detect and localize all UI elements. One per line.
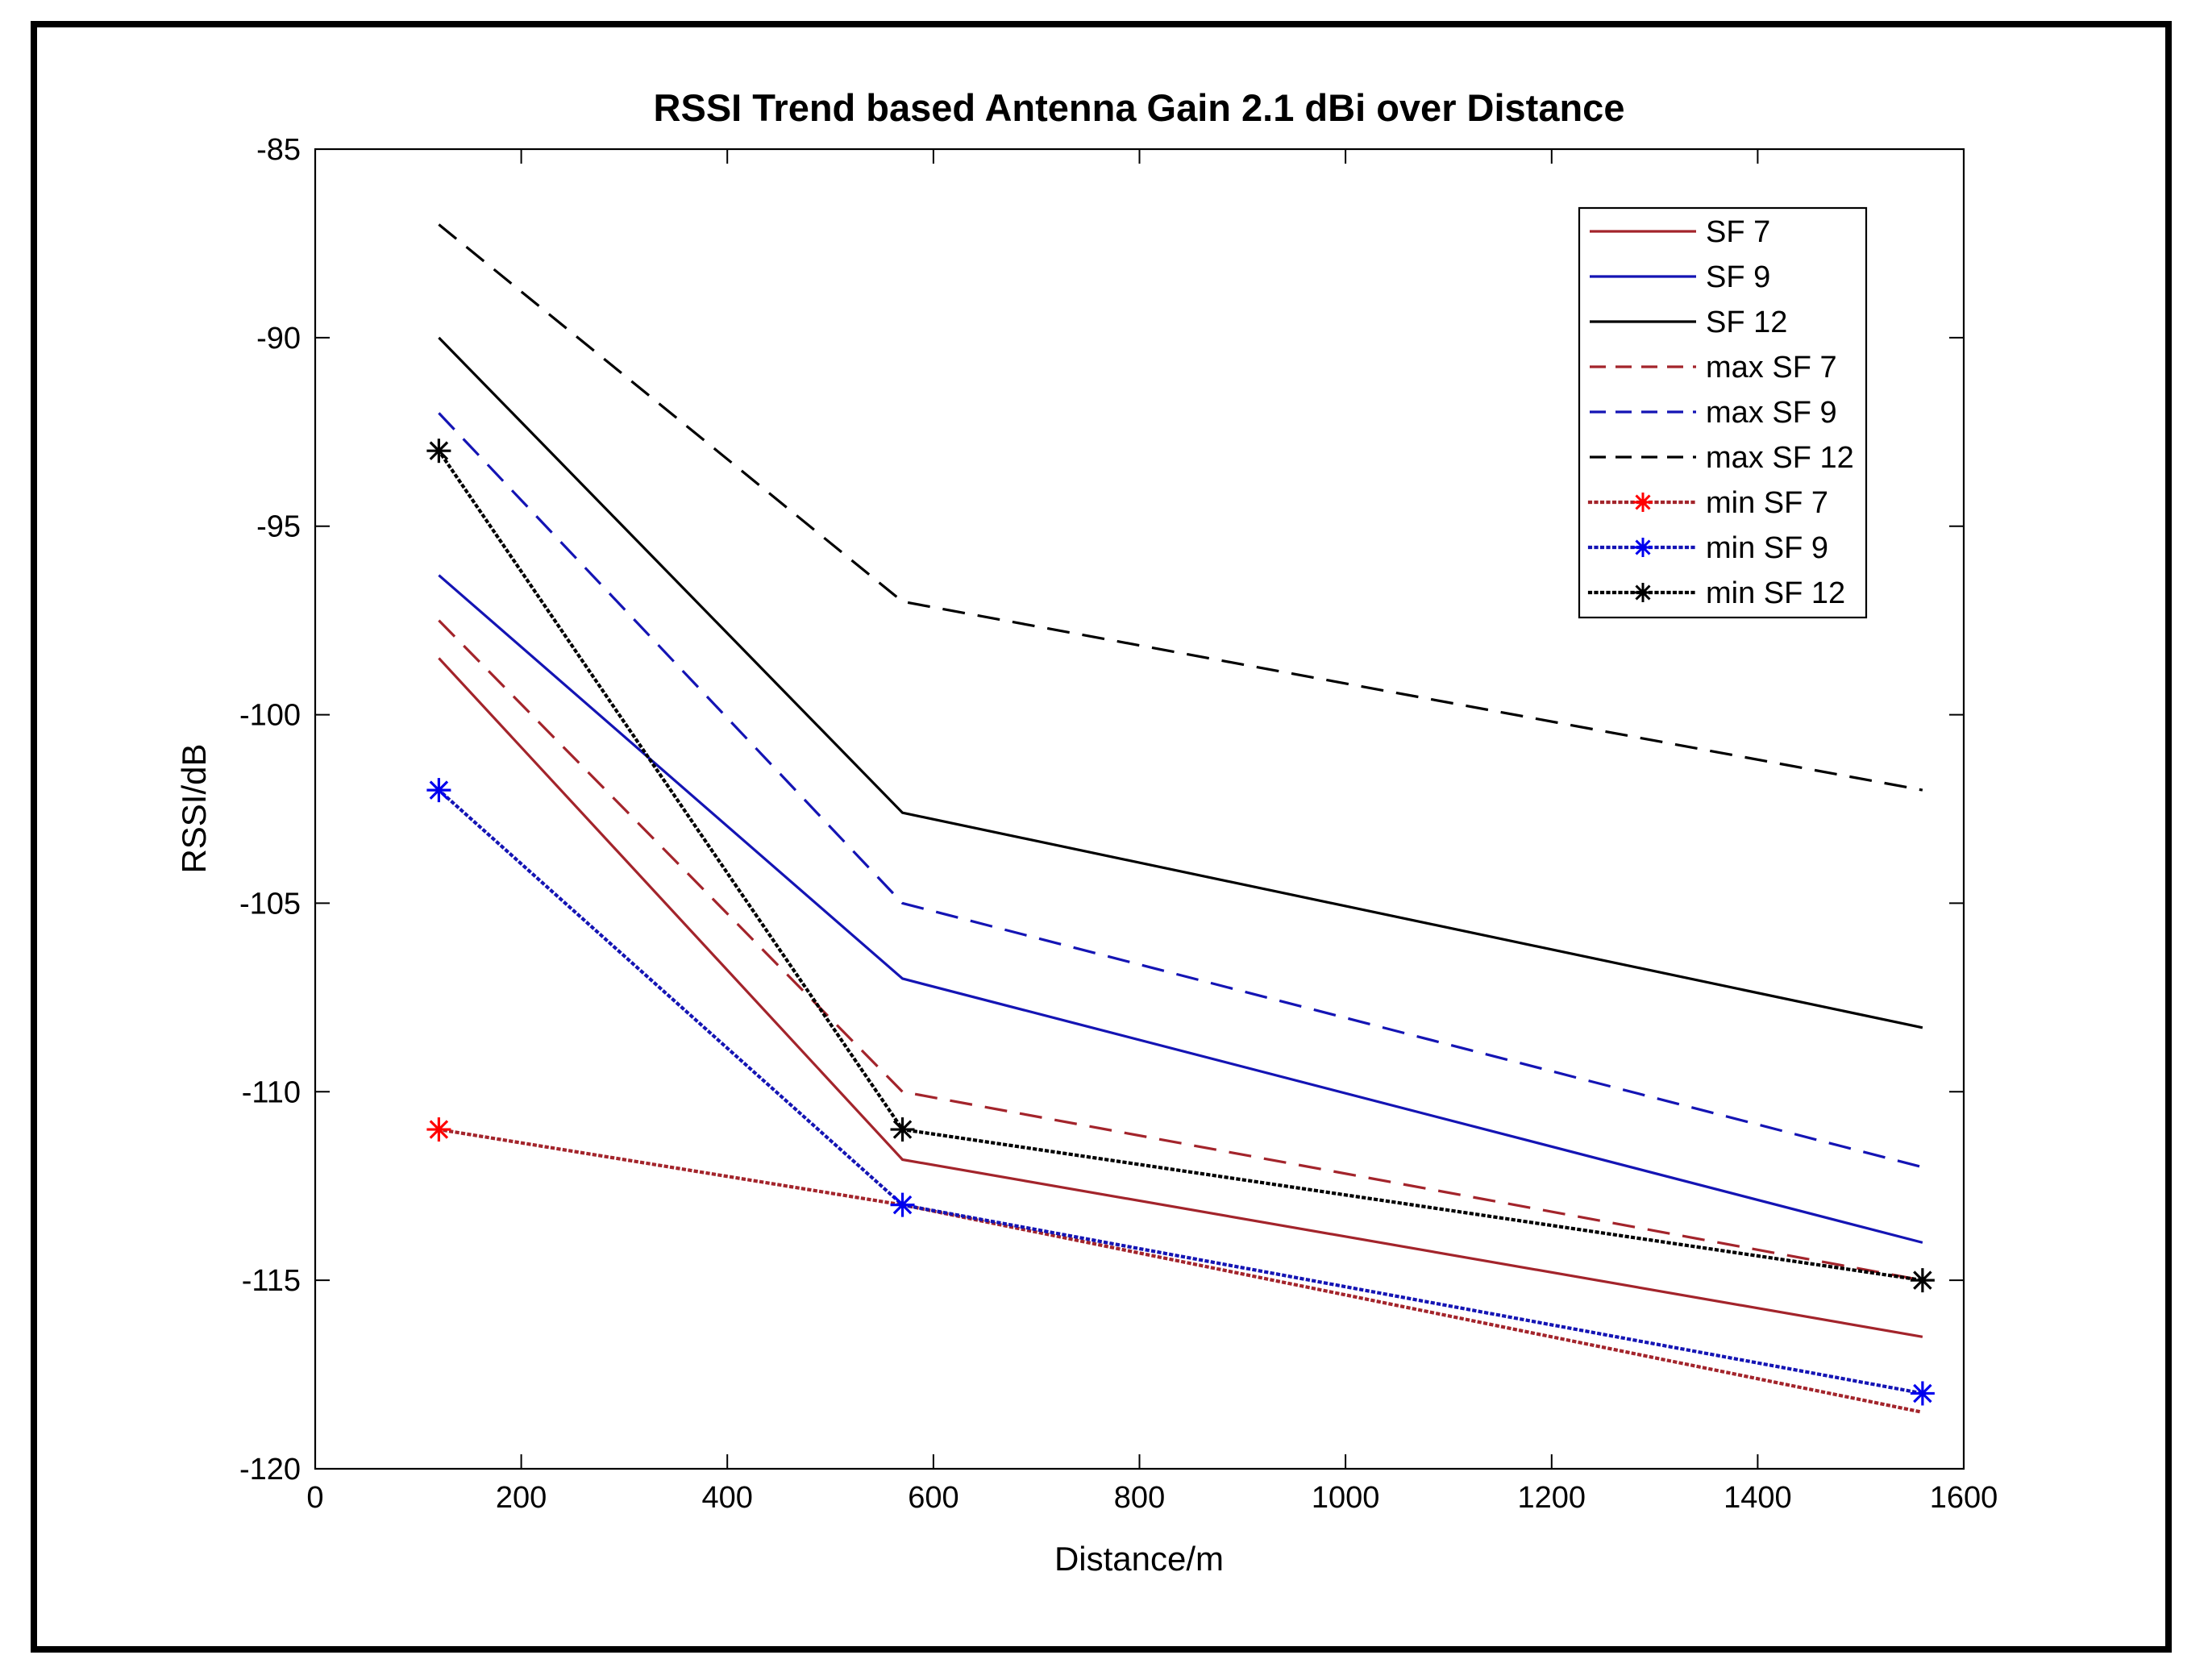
svg-text:SF 7: SF 7	[1706, 215, 1770, 249]
svg-text:-115: -115	[242, 1264, 301, 1298]
svg-text:-120: -120	[239, 1453, 301, 1487]
svg-text:1400: 1400	[1724, 1481, 1792, 1515]
svg-text:1600: 1600	[1930, 1481, 1998, 1515]
svg-text:Distance/m: Distance/m	[1054, 1540, 1224, 1578]
svg-text:-100: -100	[239, 699, 301, 733]
svg-text:-85: -85	[256, 133, 301, 167]
svg-text:min SF 9: min SF 9	[1706, 531, 1828, 565]
svg-text:0: 0	[306, 1481, 323, 1515]
svg-text:600: 600	[908, 1481, 958, 1515]
svg-text:RSSI Trend based Antenna Gain: RSSI Trend based Antenna Gain 2.1 dBi ov…	[654, 86, 1625, 129]
svg-text:min SF 7: min SF 7	[1706, 486, 1828, 520]
svg-text:200: 200	[496, 1481, 547, 1515]
svg-text:1200: 1200	[1518, 1481, 1586, 1515]
svg-text:max SF 12: max SF 12	[1706, 441, 1854, 475]
svg-text:RSSI/dB: RSSI/dB	[175, 743, 213, 873]
svg-text:SF 12: SF 12	[1706, 306, 1787, 339]
svg-text:max SF 7: max SF 7	[1706, 351, 1837, 385]
svg-text:-95: -95	[256, 510, 301, 544]
svg-text:800: 800	[1114, 1481, 1165, 1515]
svg-text:1000: 1000	[1312, 1481, 1380, 1515]
svg-text:SF 9: SF 9	[1706, 260, 1770, 294]
svg-text:400: 400	[701, 1481, 752, 1515]
svg-text:min SF 12: min SF 12	[1706, 576, 1845, 610]
svg-text:-110: -110	[242, 1075, 301, 1109]
svg-text:-105: -105	[239, 887, 301, 921]
svg-text:max SF 9: max SF 9	[1706, 396, 1837, 430]
svg-text:-90: -90	[256, 322, 301, 356]
